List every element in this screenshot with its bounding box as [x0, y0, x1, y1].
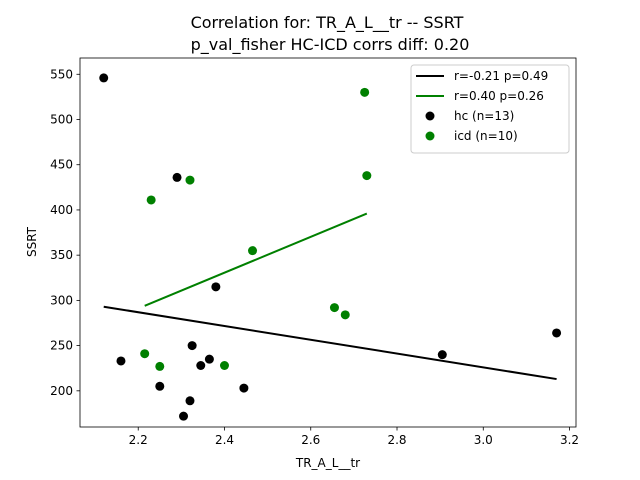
- hc-point: [179, 411, 189, 421]
- x-axis-label: TR_A_L__tr: [295, 456, 360, 470]
- y-tick-label: 450: [50, 158, 73, 172]
- hc-point: [239, 383, 249, 393]
- icd-point: [155, 361, 165, 371]
- hc-point: [187, 341, 197, 351]
- hc-point: [116, 356, 126, 366]
- legend-marker-swatch: [425, 111, 435, 121]
- regression-lines: [103, 212, 557, 381]
- chart-title: Correlation for: TR_A_L__tr -- SSRT: [191, 13, 464, 33]
- x-tick-label: 2.6: [301, 433, 320, 447]
- y-tick-label: 400: [50, 203, 73, 217]
- hc-point: [99, 73, 109, 83]
- regression-line-r-0-21-p-0-49: [103, 305, 557, 381]
- icd-point: [329, 303, 339, 313]
- x-tick-label: 2.2: [129, 433, 148, 447]
- x-tick-label: 2.8: [387, 433, 406, 447]
- icd-point: [219, 361, 229, 370]
- legend: r=-0.21 p=0.49 r=0.40 p=0.26 hc (n=13) icd …: [410, 64, 570, 154]
- y-tick-label: 250: [50, 339, 73, 353]
- x-tick-label: 3.2: [560, 433, 579, 447]
- icd-point: [360, 87, 370, 97]
- x-axis: 2.2 2.4 2.6 2.8 3.0 3.2: [129, 427, 579, 447]
- hc-point: [196, 361, 206, 370]
- legend-label: hc (n=13): [454, 109, 514, 123]
- icd-point: [140, 349, 150, 359]
- hc-point: [204, 354, 214, 364]
- icd-point: [248, 246, 258, 256]
- y-axis-label: SSRT: [25, 226, 39, 257]
- legend-label: r=-0.21 p=0.49: [454, 69, 548, 83]
- x-tick-label: 2.4: [215, 433, 234, 447]
- y-tick-label: 350: [50, 248, 73, 262]
- icd-point: [185, 175, 195, 185]
- axes-frame: [79, 57, 577, 428]
- legend-label: icd (n=10): [454, 129, 518, 143]
- y-tick-label: 200: [50, 384, 73, 398]
- y-axis: 200 250 300 350 400 450 500 550: [50, 67, 80, 398]
- regression-line-r-0-40-p-0-26: [144, 212, 368, 307]
- legend-box: [410, 64, 570, 154]
- hc-point: [437, 350, 447, 360]
- hc-point: [552, 328, 562, 338]
- plot-area: 2.2 2.4 2.6 2.8 3.0 3.2 200 250 300 350 400 450 500…: [50, 57, 579, 447]
- scatter-points: [99, 73, 562, 421]
- legend-label: r=0.40 p=0.26: [454, 89, 544, 103]
- y-tick-label: 550: [50, 67, 73, 81]
- icd-point: [340, 310, 350, 320]
- hc-point: [211, 282, 221, 292]
- chart-subtitle: p_val_fisher HC-ICD corrs diff: 0.20: [191, 35, 470, 55]
- y-tick-label: 300: [50, 293, 73, 307]
- icd-point: [146, 195, 156, 205]
- hc-point: [155, 381, 165, 391]
- hc-point: [172, 172, 182, 182]
- x-tick-label: 3.0: [474, 433, 493, 447]
- icd-point: [362, 171, 372, 181]
- hc-point: [185, 396, 195, 406]
- legend-marker-swatch: [425, 131, 435, 141]
- y-tick-label: 500: [50, 113, 73, 127]
